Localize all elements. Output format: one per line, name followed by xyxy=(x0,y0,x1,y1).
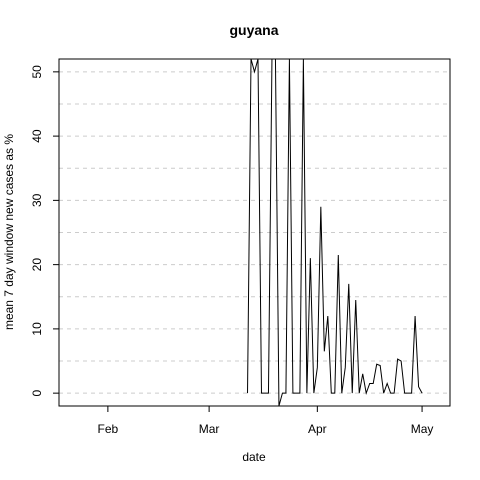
y-axis-title: mean 7 day window new cases as % xyxy=(2,134,16,330)
y-tick-label: 30 xyxy=(30,193,44,207)
y-tick-label: 20 xyxy=(30,258,44,272)
series-line-0 xyxy=(247,59,423,406)
x-axis-title: date xyxy=(242,450,266,464)
x-tick-label: Feb xyxy=(98,422,119,436)
x-axis: Feb Mar Apr May xyxy=(98,406,434,436)
x-tick-label: Mar xyxy=(199,422,220,436)
series-layer xyxy=(247,59,423,406)
chart-title: guyana xyxy=(229,22,278,38)
y-tick-label: 50 xyxy=(30,65,44,79)
plot-frame xyxy=(58,58,451,407)
x-tick-label: May xyxy=(411,422,434,436)
grid xyxy=(59,71,450,394)
x-tick-label: Apr xyxy=(308,422,327,436)
y-axis: 0 10 20 30 40 50 xyxy=(30,65,59,396)
y-tick-label: 40 xyxy=(30,129,44,143)
y-tick-label: 0 xyxy=(30,389,44,396)
y-tick-label: 10 xyxy=(30,322,44,336)
